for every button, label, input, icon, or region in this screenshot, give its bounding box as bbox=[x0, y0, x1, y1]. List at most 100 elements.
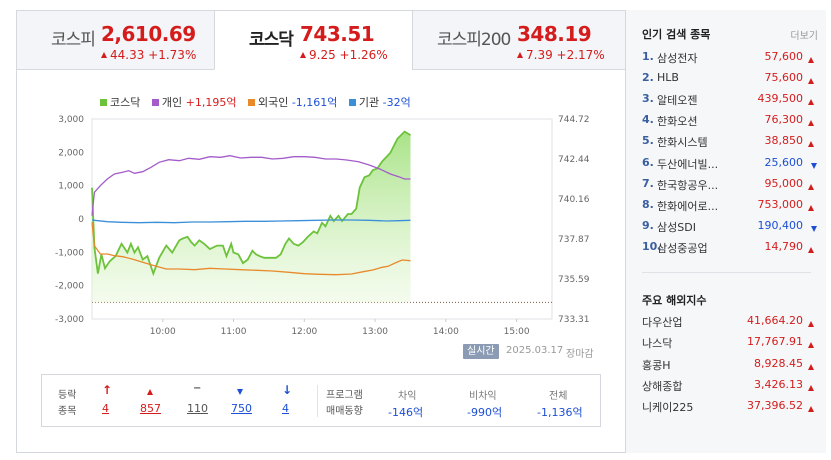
tab-kospi200-price: 348.19 bbox=[517, 22, 592, 46]
x-tick-label: 15:00 bbox=[504, 327, 530, 337]
overseas-index-row[interactable]: 상해종합 3,426.13 bbox=[642, 375, 819, 395]
popular-stock-row[interactable]: 5. 한화시스템 38,850 bbox=[642, 131, 819, 151]
legend-institution[interactable]: 기관 -32억 bbox=[348, 96, 411, 109]
x-tick-label: 10:00 bbox=[150, 327, 176, 337]
breadth-label-2: 종목 bbox=[58, 406, 77, 417]
overseas-index-row[interactable]: 홍콩H 8,928.45 bbox=[642, 354, 819, 374]
program-label-1: 프로그램 bbox=[326, 390, 363, 401]
stock-price: 38,850 bbox=[764, 134, 804, 148]
stock-price: 76,300 bbox=[764, 113, 804, 127]
rank-number: 6. bbox=[642, 155, 654, 169]
kosdaq-area-fill bbox=[92, 131, 411, 303]
program-label-2: 매매동향 bbox=[326, 406, 363, 417]
up-triangle-icon bbox=[808, 181, 817, 194]
upper-limit-count[interactable]: 4 bbox=[102, 402, 109, 415]
y-left-tick-label: -2,000 bbox=[55, 282, 84, 292]
y-right-tick-label: 735.59 bbox=[558, 275, 590, 285]
legend-foreign[interactable]: 외국인 -1,161억 bbox=[247, 96, 337, 109]
program-value-arbitrage: -146억 bbox=[388, 406, 424, 419]
rank-number: 4. bbox=[642, 113, 654, 127]
index-value: 37,396.52 bbox=[747, 399, 803, 413]
popular-stock-row[interactable]: 3. 알테오젠 439,500 bbox=[642, 89, 819, 109]
overseas-index-row[interactable]: 나스닥 17,767.91 bbox=[642, 332, 819, 352]
popular-stock-row[interactable]: 9. 삼성SDI 190,400 bbox=[642, 216, 819, 236]
tab-kosdaq[interactable]: 코스닥 743.51 9.25 +1.26% bbox=[214, 10, 413, 70]
up-triangle-icon bbox=[808, 54, 817, 67]
chart-legend: 코스닥 개인 +1,195억 외국인 -1,161억 기관 -32억 bbox=[100, 94, 419, 110]
breadth-label-1: 등락 bbox=[58, 390, 77, 401]
panel-divider bbox=[642, 272, 811, 273]
x-tick-label: 12:00 bbox=[291, 327, 317, 337]
more-link[interactable]: 더보기 bbox=[790, 31, 818, 42]
y-right-tick-label: 744.72 bbox=[558, 115, 590, 125]
tab-kospi200[interactable]: 코스피200 348.19 7.39 +2.17% bbox=[412, 10, 626, 70]
y-left-tick-label: -1,000 bbox=[55, 248, 84, 258]
index-value: 8,928.45 bbox=[754, 356, 803, 370]
lower-limit-count[interactable]: 4 bbox=[282, 402, 289, 415]
rising-count[interactable]: 857 bbox=[140, 402, 161, 415]
stock-name[interactable]: 한국항공우... bbox=[657, 178, 719, 192]
x-tick-label: 13:00 bbox=[362, 327, 388, 337]
tab-kosdaq-name: 코스닥 bbox=[249, 30, 294, 50]
stock-name[interactable]: 한화에어로... bbox=[657, 199, 719, 213]
stats-divider bbox=[317, 385, 318, 417]
legend-kosdaq[interactable]: 코스닥 bbox=[100, 96, 140, 109]
legend-individual[interactable]: 개인 +1,195억 bbox=[151, 96, 236, 109]
y-left-tick-label: 1,000 bbox=[58, 182, 84, 192]
up-triangle-icon bbox=[808, 202, 817, 215]
stock-name[interactable]: 삼성중공업 bbox=[657, 241, 708, 255]
up-triangle-icon bbox=[300, 52, 306, 58]
stock-price: 95,000 bbox=[764, 176, 804, 190]
popular-stock-row[interactable]: 2. HLB 75,600 bbox=[642, 68, 819, 88]
stock-price: 14,790 bbox=[764, 239, 804, 253]
popular-stock-row[interactable]: 10. 삼성중공업 14,790 bbox=[642, 237, 819, 257]
stock-price: 57,600 bbox=[764, 50, 804, 63]
right-sidebar: 인기 검색 종목 더보기 1. 삼성전자 57,600 2. HLB 75,600 3. 알테… bbox=[625, 10, 826, 453]
program-value-nonarbitrage: -990억 bbox=[467, 406, 503, 419]
overseas-index-row[interactable]: 니케이225 37,396.52 bbox=[642, 396, 819, 416]
stock-name[interactable]: HLB bbox=[657, 71, 679, 85]
falling-count[interactable]: 750 bbox=[231, 402, 252, 415]
tab-kospi200-change: 7.39 +2.17% bbox=[517, 48, 605, 62]
stock-price: 439,500 bbox=[757, 92, 804, 106]
up-triangle-icon bbox=[808, 244, 817, 257]
tab-kospi[interactable]: 코스피 2,610.69 44.33 +1.73% bbox=[16, 10, 215, 70]
y-right-tick-label: 737.87 bbox=[558, 235, 590, 245]
up-triangle-icon bbox=[808, 138, 817, 151]
overseas-index-row[interactable]: 다우산업 41,664.20 bbox=[642, 311, 819, 331]
overseas-title: 주요 해외지수 bbox=[642, 294, 707, 307]
y-left-tick-label: 3,000 bbox=[58, 115, 84, 125]
popular-stocks-title: 인기 검색 종목 bbox=[642, 28, 711, 41]
stock-name[interactable]: 삼성전자 bbox=[657, 52, 698, 65]
down-triangle-icon bbox=[811, 223, 817, 236]
popular-stock-row[interactable]: 8. 한화에어로... 753,000 bbox=[642, 195, 819, 215]
y-right-tick-label: 733.31 bbox=[558, 315, 590, 325]
flat-count[interactable]: 110 bbox=[187, 402, 208, 415]
index-name: 니케이225 bbox=[642, 401, 694, 415]
rank-number: 1. bbox=[642, 50, 654, 63]
stock-name[interactable]: 삼성SDI bbox=[657, 220, 696, 234]
stock-name[interactable]: 두산에너빌... bbox=[657, 157, 719, 171]
tab-kospi-name: 코스피 bbox=[51, 30, 96, 50]
popular-stock-row[interactable]: 7. 한국항공우... 95,000 bbox=[642, 174, 819, 194]
program-value-total: -1,136억 bbox=[537, 406, 583, 419]
up-triangle-icon bbox=[808, 75, 817, 88]
stock-name[interactable]: 한화시스템 bbox=[657, 136, 708, 150]
popular-stock-row[interactable]: 4. 한화오션 76,300 bbox=[642, 110, 819, 130]
realtime-button[interactable]: 실시간 bbox=[463, 344, 499, 359]
series-line-코스닥 bbox=[91, 130, 411, 277]
stock-name[interactable]: 알테오젠 bbox=[657, 94, 698, 108]
stock-name[interactable]: 한화오션 bbox=[657, 115, 698, 129]
program-header-nonarbitrage: 비차익 bbox=[469, 391, 497, 402]
popular-stock-row[interactable]: 6. 두산에너빌... 25,600 bbox=[642, 153, 819, 173]
upper-limit-icon: ↑ bbox=[102, 383, 113, 397]
index-name: 상해종합 bbox=[642, 379, 683, 393]
x-tick-label: 11:00 bbox=[221, 327, 247, 337]
tab-kospi-price: 2,610.69 bbox=[101, 22, 196, 46]
up-triangle-icon bbox=[808, 361, 817, 374]
series-line-개인 bbox=[91, 155, 411, 216]
rank-number: 2. bbox=[642, 71, 654, 85]
popular-stock-row[interactable]: 1. 삼성전자 57,600 bbox=[642, 47, 819, 67]
up-triangle-icon bbox=[101, 52, 107, 58]
tab-kosdaq-price: 743.51 bbox=[300, 22, 375, 46]
